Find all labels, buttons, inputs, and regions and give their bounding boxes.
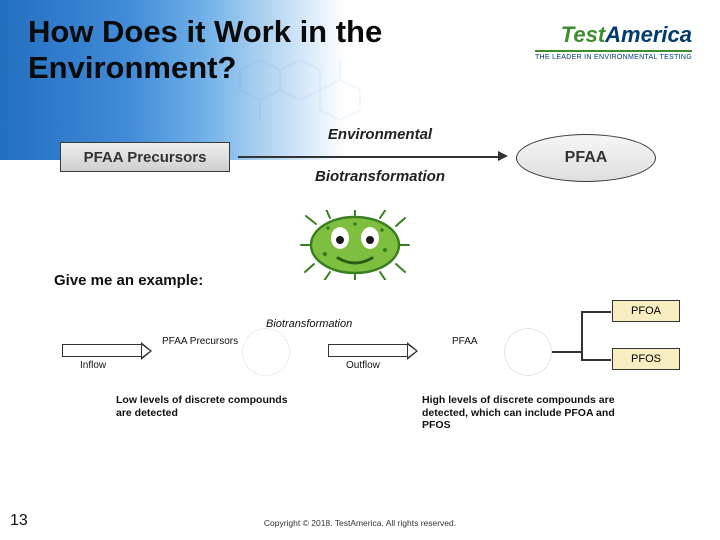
- flow-outflow-label: Outflow: [346, 360, 380, 371]
- environmental-label: Environmental: [250, 126, 510, 143]
- copyright-text: Copyright © 2018. TestAmerica. All right…: [0, 518, 720, 528]
- biotransformation-label: Biotransformation: [250, 168, 510, 185]
- low-levels-text: Low levels of discrete compounds are det…: [116, 394, 306, 419]
- brand-logo: TestAmerica THE LEADER IN ENVIRONMENTAL …: [535, 22, 692, 61]
- flow-biotrans-label: Biotransformation: [266, 318, 352, 330]
- logo-tagline: THE LEADER IN ENVIRONMENTAL TESTING: [535, 50, 692, 61]
- connector-line: [581, 359, 611, 361]
- connector-line: [581, 311, 583, 361]
- transformation-arrow-icon: [238, 155, 508, 159]
- microbe-icon: [300, 210, 410, 280]
- flow-pfaa-label: PFAA: [452, 336, 478, 347]
- precursor-box: PFAA Precursors: [60, 142, 230, 172]
- outflow-pipe-icon: [328, 344, 408, 357]
- connector-line: [581, 311, 611, 313]
- pfaa-ellipse: PFAA: [516, 134, 656, 182]
- page-title: How Does it Work in the Environment?: [28, 14, 468, 85]
- top-diagram: PFAA Precursors Environmental Biotransfo…: [60, 120, 660, 200]
- example-heading: Give me an example:: [54, 272, 203, 289]
- logo-part-2: America: [605, 22, 692, 47]
- inflow-ring-icon: [242, 328, 290, 376]
- flow-inflow-label: Inflow: [80, 360, 106, 371]
- flow-diagram: Biotransformation PFAA Precursors PFAA I…: [22, 308, 698, 468]
- flow-precursors-label: PFAA Precursors: [162, 336, 238, 347]
- outflow-ring-icon: [504, 328, 552, 376]
- pfoa-box: PFOA: [612, 300, 680, 322]
- connector-line: [552, 351, 582, 353]
- pfos-box: PFOS: [612, 348, 680, 370]
- high-levels-text: High levels of discrete compounds are de…: [422, 394, 642, 432]
- inflow-pipe-icon: [62, 344, 142, 357]
- logo-part-1: Test: [561, 22, 605, 47]
